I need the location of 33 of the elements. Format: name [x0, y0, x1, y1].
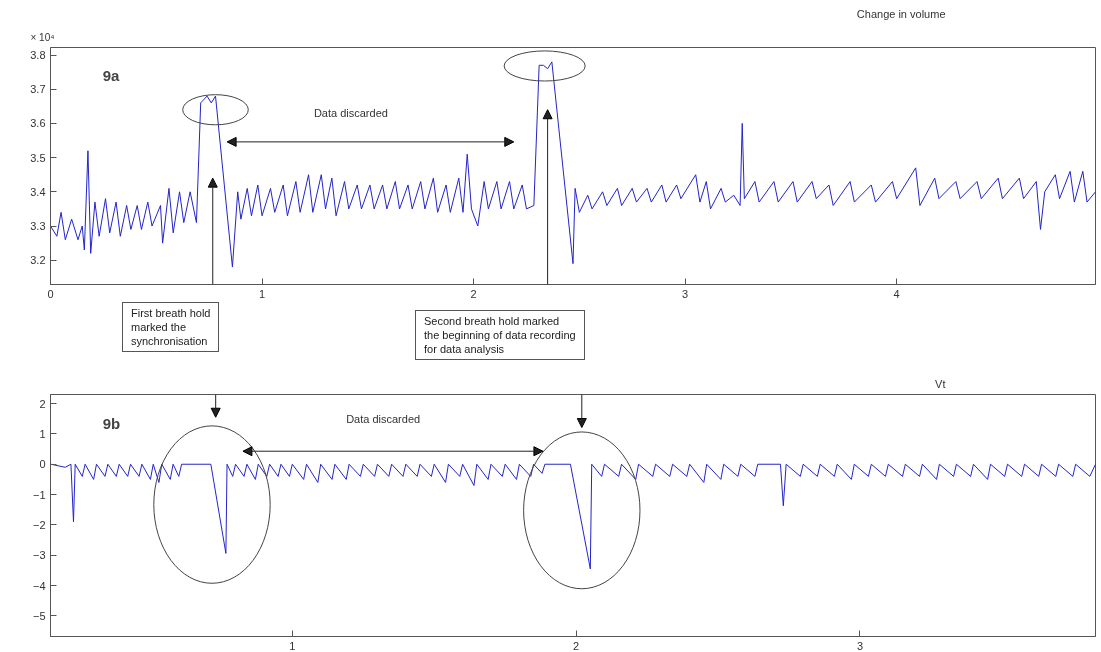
y-tick-label: −1	[32, 488, 46, 501]
y-tick-label: 3.7	[30, 83, 46, 96]
x-tick-label: 3	[856, 639, 863, 652]
chart-title: Vt	[935, 377, 946, 390]
annotation: 9b	[102, 415, 121, 433]
x-tick-label: 2	[470, 287, 477, 300]
x-tick-label: 0	[47, 287, 54, 300]
annotation: Data discarded	[346, 412, 421, 425]
y-tick-label: −4	[32, 579, 46, 592]
y-tick-label: −3	[32, 549, 46, 562]
x-tick-label: 3	[682, 287, 689, 300]
x-tick-label: 1	[258, 287, 266, 300]
y-tick-label: −5	[32, 609, 46, 622]
y-tick-label: 3.3	[30, 220, 46, 233]
annotation: 9a	[102, 67, 121, 85]
y-tick-label: 0	[39, 458, 46, 471]
x-tick-label: 4	[893, 287, 900, 300]
y-tick-label: 3.2	[30, 254, 46, 267]
y-tick-label: 3.6	[30, 117, 46, 130]
y-tick-label: 3.5	[30, 151, 46, 164]
text: Second breath hold marked the beginning of data recording for data analysis	[415, 310, 585, 360]
y-tick-label: 3.8	[30, 49, 46, 62]
x-tick-label: 2	[573, 639, 580, 652]
y-tick-label: 2	[39, 397, 46, 410]
y-tick-label: 1	[39, 427, 46, 440]
y-tick-label: −2	[32, 518, 46, 531]
text: First breath hold marked the synchronisation	[122, 302, 220, 352]
annotation: Data discarded	[313, 107, 388, 120]
x-tick-label: 1	[289, 639, 296, 652]
chart-title: Change in volume	[856, 7, 946, 20]
text: × 10⁴	[30, 31, 55, 43]
line-series	[50, 61, 1096, 268]
y-tick-label: 3.4	[30, 185, 46, 198]
